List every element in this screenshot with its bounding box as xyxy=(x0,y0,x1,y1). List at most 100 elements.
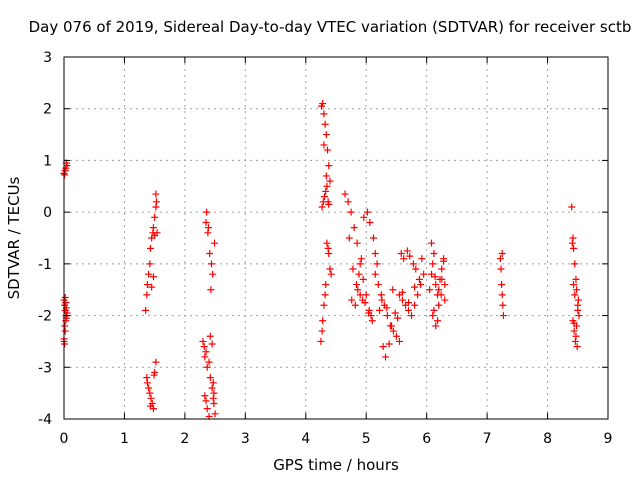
data-point xyxy=(400,255,408,263)
data-point xyxy=(149,224,157,232)
data-point xyxy=(148,283,156,291)
y-tick-label: -3 xyxy=(38,360,52,376)
data-point xyxy=(347,208,355,216)
data-point xyxy=(142,306,150,314)
data-point xyxy=(341,190,349,198)
y-tick-label: 3 xyxy=(43,50,52,66)
data-point xyxy=(420,270,428,278)
data-point xyxy=(345,234,353,242)
data-point xyxy=(357,255,365,263)
data-point xyxy=(210,399,218,407)
data-point xyxy=(149,273,157,281)
data-point xyxy=(382,353,390,361)
data-point xyxy=(62,317,70,325)
data-point xyxy=(377,291,385,299)
y-tick-label: 2 xyxy=(43,102,52,118)
data-point xyxy=(325,162,333,170)
data-point xyxy=(379,343,387,351)
x-tick-label: 8 xyxy=(543,431,552,447)
data-point xyxy=(61,327,69,335)
data-point xyxy=(435,301,443,309)
data-point xyxy=(143,379,151,387)
x-tick-labels: 0 1 2 3 4 5 6 7 8 9 xyxy=(60,431,613,447)
x-tick-label: 9 xyxy=(604,431,613,447)
data-point xyxy=(368,317,376,325)
data-point xyxy=(323,182,331,190)
data-point xyxy=(360,213,368,221)
data-point xyxy=(200,343,208,351)
data-point xyxy=(359,275,367,283)
x-tick-label: 4 xyxy=(301,431,310,447)
data-point xyxy=(211,410,219,418)
data-point xyxy=(363,208,371,216)
data-point xyxy=(320,301,328,309)
data-point xyxy=(571,260,579,268)
data-point xyxy=(321,193,329,201)
data-point xyxy=(371,250,379,258)
data-point xyxy=(354,286,362,294)
data-point xyxy=(369,234,377,242)
data-point xyxy=(210,389,218,397)
data-point xyxy=(571,291,579,299)
data-point xyxy=(385,340,393,348)
data-point xyxy=(441,296,449,304)
data-point xyxy=(376,306,384,314)
data-point xyxy=(317,102,325,110)
data-point xyxy=(498,291,506,299)
data-point xyxy=(201,392,209,400)
data-point xyxy=(203,405,211,413)
data-point xyxy=(398,288,406,296)
x-tick-label: 5 xyxy=(362,431,371,447)
data-point xyxy=(321,291,329,299)
data-point xyxy=(324,244,332,252)
y-tick-label: 1 xyxy=(43,153,52,169)
y-tick-label: -2 xyxy=(38,309,52,325)
axis-ticks xyxy=(63,56,609,420)
data-point xyxy=(438,275,446,283)
plot-frame xyxy=(63,56,609,420)
data-point xyxy=(318,327,326,335)
data-points xyxy=(60,100,583,420)
data-point xyxy=(322,281,330,289)
data-point xyxy=(356,260,364,268)
data-point xyxy=(441,281,449,289)
data-point xyxy=(209,270,217,278)
data-point xyxy=(150,371,158,379)
grid-lines xyxy=(64,57,608,419)
data-point xyxy=(325,200,333,208)
data-point xyxy=(497,265,505,273)
data-point xyxy=(428,270,436,278)
data-point xyxy=(323,239,331,247)
data-point xyxy=(211,239,219,247)
data-point xyxy=(202,348,210,356)
data-point xyxy=(209,394,217,402)
y-tick-labels: -4 -3 -2 -1 0 1 2 3 xyxy=(38,50,52,428)
data-point xyxy=(367,312,375,320)
data-point xyxy=(319,317,327,325)
data-point xyxy=(146,260,154,268)
data-point xyxy=(418,255,426,263)
data-point xyxy=(206,374,214,382)
data-point xyxy=(356,291,364,299)
data-point xyxy=(353,239,361,247)
data-point xyxy=(206,332,214,340)
data-point xyxy=(152,203,160,211)
data-point xyxy=(325,250,333,258)
data-point xyxy=(571,337,579,345)
data-point xyxy=(388,322,396,330)
data-point xyxy=(355,270,363,278)
data-point xyxy=(146,244,154,252)
data-point xyxy=(431,273,439,281)
data-point xyxy=(391,309,399,317)
data-point xyxy=(389,286,397,294)
data-point xyxy=(438,265,446,273)
x-tick-label: 0 xyxy=(60,431,69,447)
data-point xyxy=(324,146,332,154)
x-tick-label: 2 xyxy=(180,431,189,447)
data-point xyxy=(406,252,414,260)
data-point xyxy=(349,265,357,273)
data-point xyxy=(498,281,506,289)
data-point xyxy=(371,270,379,278)
data-point xyxy=(61,322,69,330)
